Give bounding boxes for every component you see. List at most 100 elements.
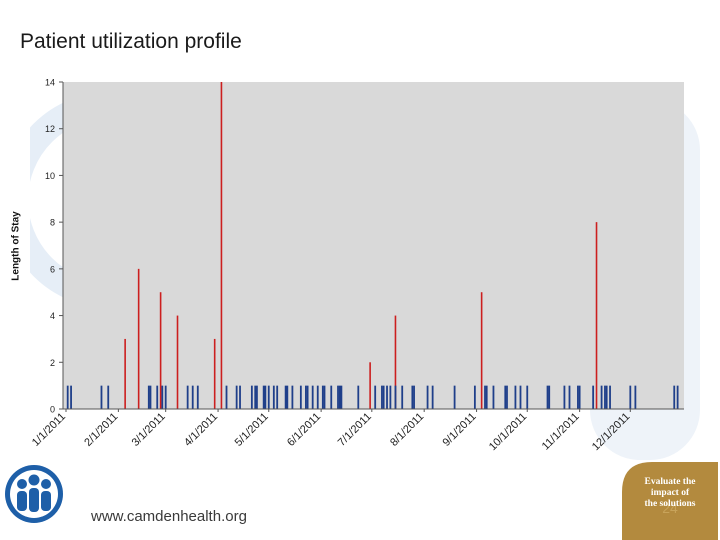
visit-bar: [526, 385, 529, 409]
visit-bar: [164, 385, 167, 409]
visit-bar: [605, 385, 608, 409]
visit-bar: [563, 385, 566, 409]
y-axis-label: Length of Stay: [10, 211, 22, 281]
visit-bar: [272, 385, 275, 409]
visit-bar: [548, 385, 551, 409]
inpatient-stay-bar: [369, 362, 371, 409]
page-number: 24: [662, 500, 678, 516]
visit-bar: [394, 385, 397, 409]
inpatient-stay-bar: [176, 315, 179, 409]
visit-bar: [504, 385, 507, 409]
visit-bar: [673, 385, 676, 409]
visit-bar: [191, 385, 194, 409]
visit-bar: [519, 385, 522, 409]
visit-bar: [267, 385, 270, 409]
visit-bar: [453, 385, 456, 409]
badge-shape: [622, 462, 718, 540]
visit-bar: [473, 385, 476, 409]
x-tick-label: 1/1/2011: [30, 411, 68, 449]
visit-bar: [577, 385, 579, 409]
visit-bar: [256, 385, 258, 409]
visit-bar: [634, 385, 637, 409]
y-tick-label: 0: [50, 405, 55, 415]
visit-bar: [676, 385, 679, 409]
visit-bar: [357, 385, 360, 409]
visit-bar: [276, 385, 279, 409]
visit-bar: [431, 385, 434, 409]
x-tick-label: 6/1/2011: [285, 411, 323, 449]
x-tick-label: 3/1/2011: [130, 411, 168, 449]
visit-bar: [235, 385, 238, 409]
y-tick-label: 6: [50, 264, 55, 274]
x-tick-label: 2/1/2011: [82, 411, 120, 449]
y-tick-label: 2: [50, 358, 55, 368]
visit-bar: [305, 385, 307, 409]
visit-bar: [413, 385, 415, 409]
visit-bar: [316, 385, 319, 409]
visit-bar: [629, 385, 632, 409]
visit-bar: [492, 385, 495, 409]
y-tick-label: 12: [45, 124, 55, 134]
x-tick-label: 12/1/2011: [590, 411, 633, 454]
visit-bar: [546, 385, 549, 409]
visit-bar: [382, 385, 385, 409]
visit-bar: [70, 385, 72, 409]
visit-bar: [609, 385, 611, 409]
badge-line-2: impact of: [650, 488, 690, 498]
visit-bar: [600, 385, 603, 409]
visit-bar: [426, 385, 429, 409]
visit-bar: [107, 385, 110, 409]
visit-bar: [196, 385, 199, 409]
x-tick-label: 9/1/2011: [440, 411, 478, 449]
inpatient-stay-bar: [124, 338, 126, 409]
visit-bar: [338, 385, 341, 409]
inpatient-stay-bar: [159, 292, 162, 409]
x-tick-label: 4/1/2011: [182, 411, 220, 449]
visit-bar: [485, 385, 488, 409]
footer-url: www.camdenhealth.org: [91, 508, 247, 525]
visit-bar: [381, 385, 383, 409]
visit-bar: [592, 385, 595, 409]
utilization-chart: 0 2 4 6 8 10 12 14 1/1/2011 2/1/2011 3/1/2011 4/1/…: [30, 78, 684, 454]
y-tick-label: 14: [45, 78, 55, 88]
inpatient-stay-bar: [595, 222, 598, 409]
y-tick-label: 10: [45, 171, 55, 181]
visit-bar: [291, 385, 294, 409]
visit-bar: [239, 385, 241, 409]
plot-area: [63, 82, 684, 409]
x-tick-label: 8/1/2011: [388, 411, 426, 449]
visit-bar: [186, 385, 189, 409]
visit-bar: [337, 385, 339, 409]
inpatient-stay-bar: [394, 315, 397, 409]
visit-bar: [506, 385, 508, 409]
inpatient-stay-bar: [213, 338, 216, 409]
x-tick-label: 10/1/2011: [487, 411, 530, 454]
camden-logo: [5, 465, 63, 523]
visit-bar: [374, 385, 377, 409]
x-tick-label: 11/1/2011: [540, 411, 582, 453]
visit-bar: [568, 385, 571, 409]
visit-bar: [147, 385, 150, 409]
visit-bar: [386, 385, 388, 409]
x-tick-label: 7/1/2011: [336, 411, 374, 449]
visit-bar: [311, 385, 314, 409]
visit-bar: [284, 385, 287, 409]
x-tick-label: 5/1/2011: [233, 411, 271, 449]
inpatient-stay-bar: [137, 268, 140, 409]
visit-bar: [250, 385, 253, 409]
visit-bar: [401, 385, 404, 409]
visit-bar: [340, 385, 343, 409]
badge-line-3: the solutions: [644, 499, 696, 509]
visit-bar: [225, 385, 228, 409]
visit-bar: [321, 385, 324, 409]
visit-bar: [323, 385, 326, 409]
y-tick-label: 4: [50, 311, 55, 321]
inpatient-stay-bar: [480, 292, 483, 409]
visit-bar: [66, 385, 69, 409]
visit-bar: [262, 385, 265, 409]
y-tick-label: 8: [50, 218, 55, 228]
visit-bar: [330, 385, 333, 409]
visit-bar: [578, 385, 581, 409]
visit-bar: [161, 385, 164, 409]
visit-bar: [254, 385, 257, 409]
